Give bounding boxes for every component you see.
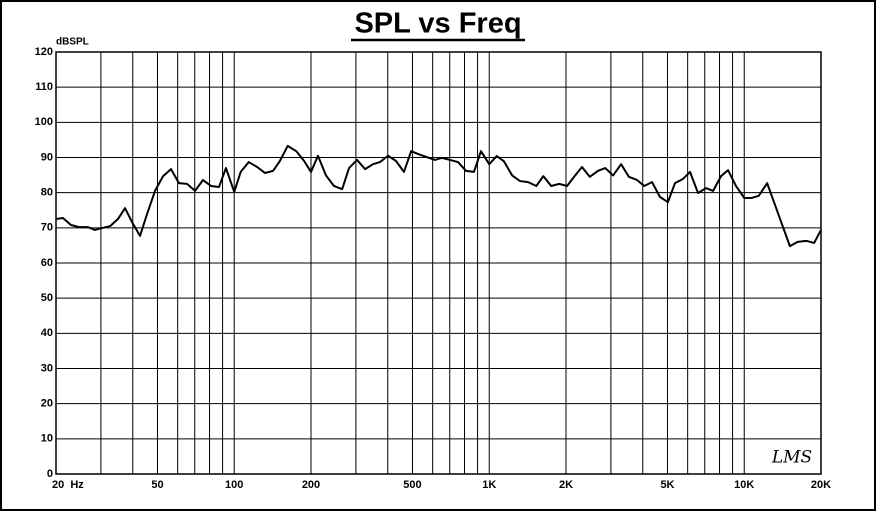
y-tick-label: 0: [47, 468, 53, 480]
x-tick-label: 1K: [482, 479, 496, 491]
logo: LMS: [771, 448, 812, 468]
x-tick-label: 100: [225, 479, 243, 491]
plot-frame: [55, 51, 822, 475]
y-tick-label: 110: [35, 81, 53, 93]
y-tick-label: 10: [41, 433, 53, 445]
y-tick-label: 40: [41, 327, 53, 339]
y-tick-label: 30: [41, 362, 53, 374]
y-tick-label: 90: [41, 151, 53, 163]
x-tick-label: 20 Hz: [52, 479, 84, 491]
y-tick-label: 50: [41, 292, 53, 304]
y-tick-label: 20: [41, 398, 53, 410]
x-tick-label: 200: [302, 479, 320, 491]
x-tick-label: 5K: [660, 479, 674, 491]
x-tick-label: 20K: [811, 479, 831, 491]
x-tick-label: 500: [403, 479, 421, 491]
x-tick-label: 10K: [734, 479, 754, 491]
spl-line: [55, 144, 822, 248]
x-tick-label: 50: [151, 479, 163, 491]
y-tick-label: 100: [35, 116, 53, 128]
y-tick-label: 80: [41, 187, 53, 199]
y-tick-label: 120: [35, 46, 53, 58]
y-tick-label: 60: [41, 257, 53, 269]
y-axis-label: dBSPL: [56, 37, 89, 48]
chart-title: SPL vs Freq: [354, 8, 521, 40]
x-tick-label: 2K: [559, 479, 573, 491]
y-tick-label: 70: [41, 222, 53, 234]
